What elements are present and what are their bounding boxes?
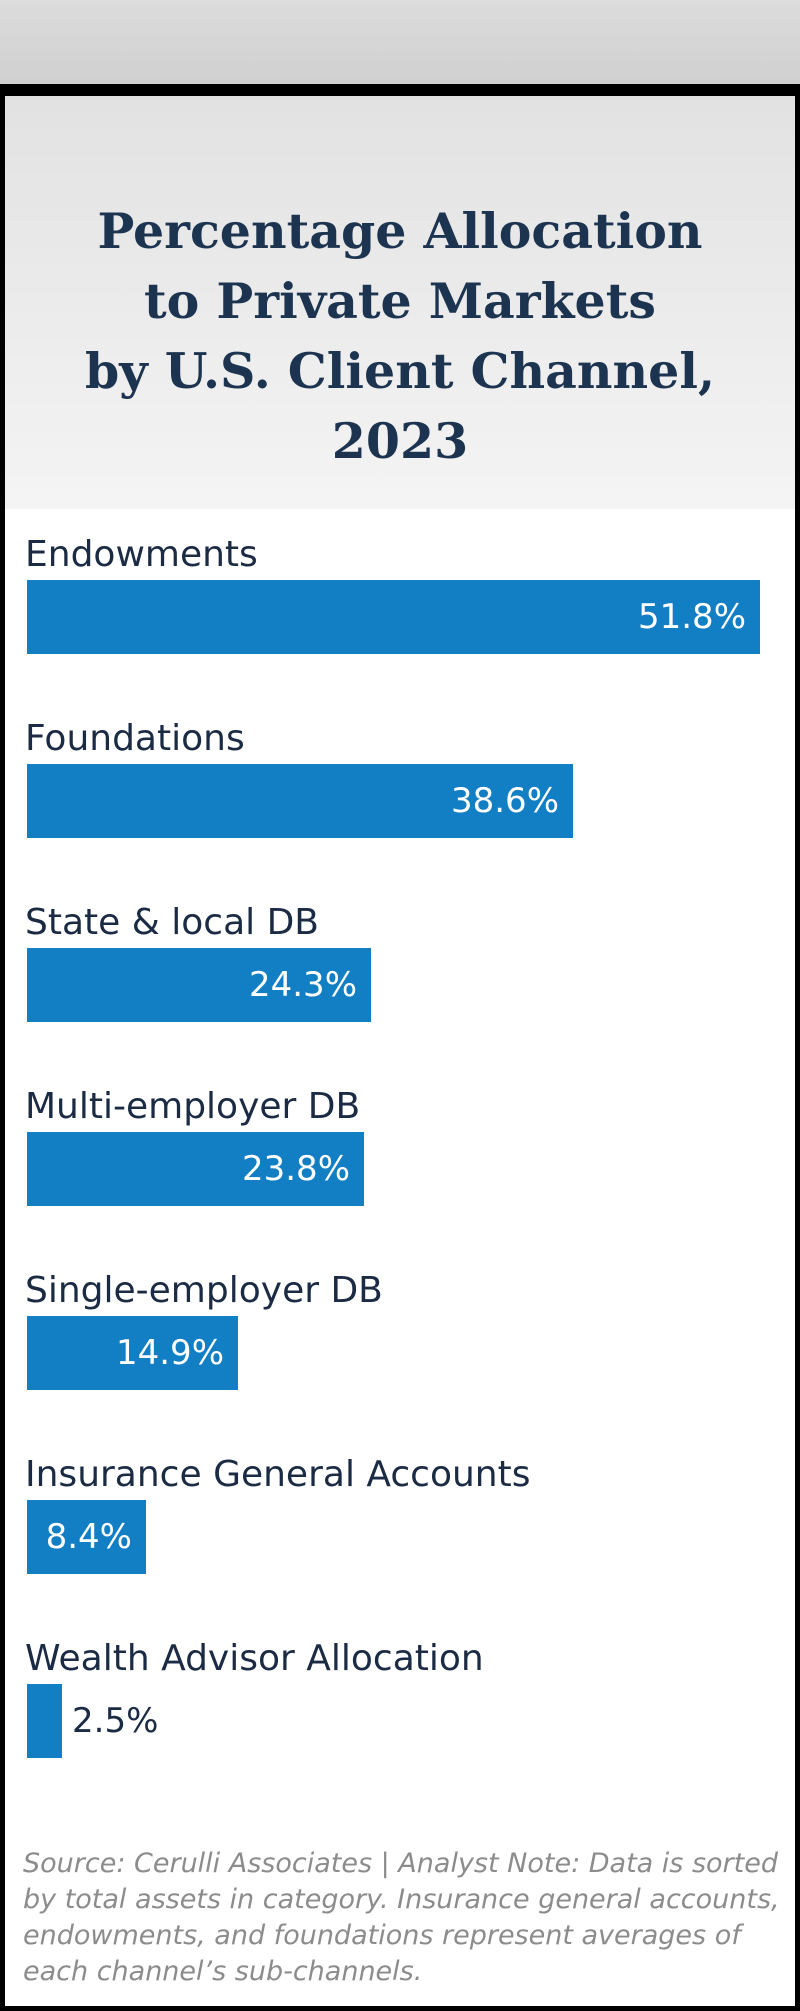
- data-label: 38.6%: [450, 781, 559, 821]
- bar: [27, 1316, 238, 1390]
- chart-title: Percentage Allocation to Private Markets…: [45, 196, 755, 476]
- chart-title-line: to Private Markets: [144, 272, 656, 330]
- bar: [27, 764, 573, 838]
- bar: [27, 1684, 62, 1758]
- data-label: 2.5%: [72, 1701, 159, 1741]
- category-label: State & local DB: [25, 902, 319, 943]
- category-label: Insurance General Accounts: [25, 1454, 531, 1495]
- chart-title-line: 2023: [331, 412, 469, 470]
- bar-chart: Endowments 51.8% Foundations 38.6% State & l…: [5, 509, 795, 1899]
- top-background-strip: [0, 0, 800, 84]
- source-note: Source: Cerulli Associates | Analyst Not…: [23, 1848, 780, 1987]
- bar: [27, 1500, 146, 1574]
- category-label: Single-employer DB: [25, 1270, 383, 1311]
- bar: [27, 948, 371, 1022]
- chart-card: Percentage Allocation to Private Markets…: [0, 84, 800, 2011]
- category-label: Endowments: [25, 534, 258, 575]
- chart-title-line: by U.S. Client Channel,: [84, 342, 716, 400]
- data-label: 51.8%: [637, 597, 746, 637]
- data-label: 8.4%: [45, 1517, 132, 1557]
- category-label: Wealth Advisor Allocation: [25, 1638, 484, 1679]
- category-label: Multi-employer DB: [25, 1086, 361, 1127]
- data-label: 24.3%: [248, 965, 357, 1005]
- bar: [27, 1132, 364, 1206]
- chart-title-line: Percentage Allocation: [97, 202, 703, 260]
- bar: [27, 580, 760, 654]
- data-label: 14.9%: [115, 1333, 224, 1373]
- data-label: 23.8%: [241, 1149, 350, 1189]
- chart-header: Percentage Allocation to Private Markets…: [5, 96, 795, 509]
- category-label: Foundations: [25, 718, 245, 759]
